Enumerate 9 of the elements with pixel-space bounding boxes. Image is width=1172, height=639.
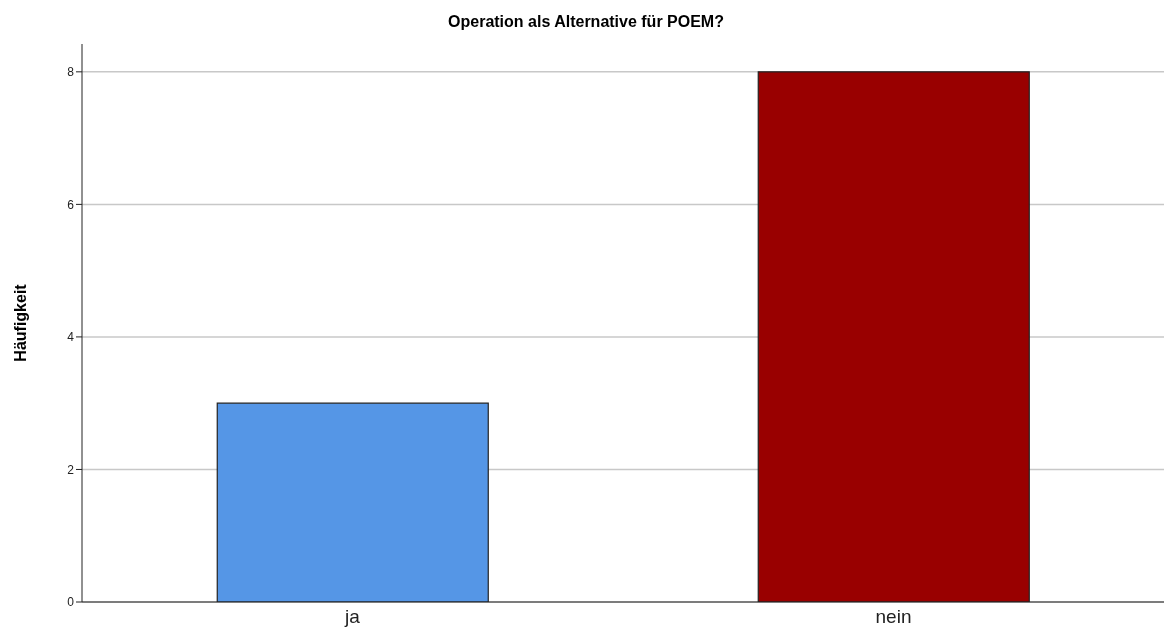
y-tick-label: 4 bbox=[67, 330, 75, 345]
y-tick-label: 6 bbox=[67, 197, 75, 212]
x-tick-label: nein bbox=[875, 606, 912, 628]
y-tick-label: 2 bbox=[67, 462, 75, 477]
x-tick-label: ja bbox=[344, 606, 361, 628]
y-tick-label: 0 bbox=[67, 595, 75, 610]
chart-title: Operation als Alternative für POEM? bbox=[447, 12, 725, 32]
y-tick-label: 8 bbox=[67, 65, 75, 80]
y-axis-title: Häufigkeit bbox=[11, 283, 29, 362]
